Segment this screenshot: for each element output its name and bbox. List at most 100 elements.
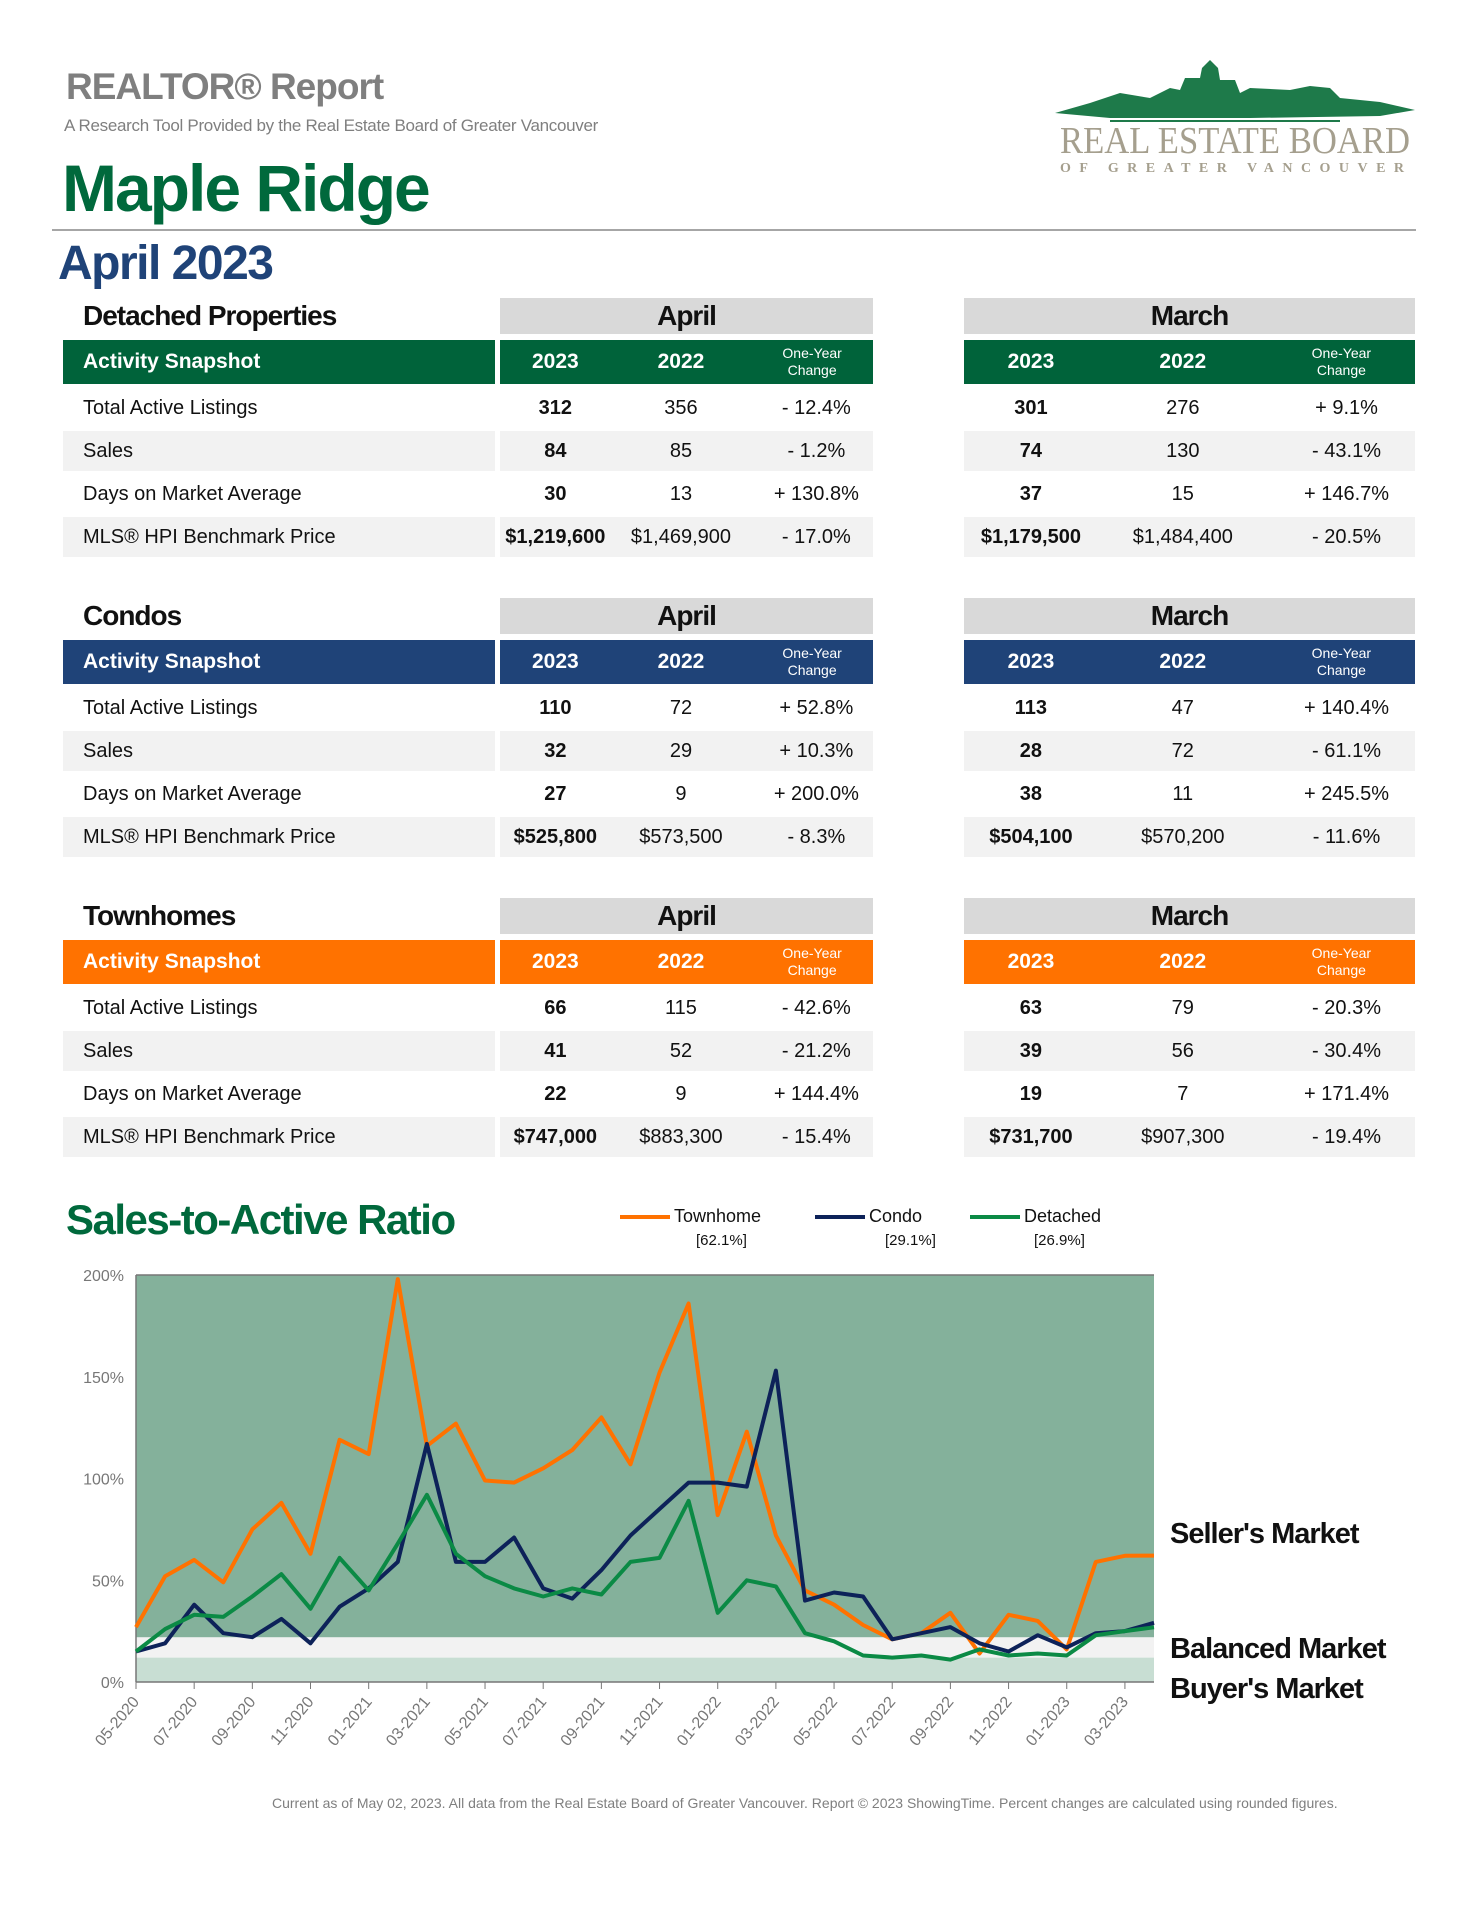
x-tick-label: 01-2022 bbox=[674, 1694, 725, 1750]
table-row-values: $731,700 $907,300 - 19.4% bbox=[964, 1117, 1415, 1157]
value-2022: 9 bbox=[675, 1083, 687, 1105]
footer-note: Current as of May 02, 2023. All data fro… bbox=[272, 1795, 1338, 1811]
y-tick-label: 200% bbox=[83, 1268, 124, 1285]
value-change: - 20.3% bbox=[1312, 997, 1381, 1019]
section-title: Condos bbox=[83, 600, 182, 631]
value-change: + 52.8% bbox=[779, 697, 854, 719]
legend-swatch bbox=[970, 1215, 1020, 1220]
divider bbox=[52, 229, 1416, 231]
x-tick-label: 03-2022 bbox=[732, 1694, 783, 1750]
row-label: Days on Market Average bbox=[83, 483, 302, 505]
legend-swatch bbox=[620, 1215, 670, 1220]
row-label: Total Active Listings bbox=[83, 697, 258, 719]
group-header-april: April bbox=[500, 898, 873, 934]
balanced-market-label: Balanced Market bbox=[1170, 1633, 1386, 1665]
value-2023: $1,219,600 bbox=[505, 526, 606, 548]
x-tick-label: 09-2022 bbox=[907, 1694, 958, 1750]
year-header-row: 2023 2022 One-Year Change bbox=[964, 340, 1415, 384]
value-change: + 245.5% bbox=[1303, 783, 1390, 805]
band-balanced-market bbox=[136, 1637, 1154, 1658]
value-change: + 146.7% bbox=[1303, 483, 1390, 505]
year-header-row: 2023 2022 One-Year Change bbox=[964, 640, 1415, 684]
legend-swatch bbox=[815, 1215, 865, 1220]
section-title: Detached Properties bbox=[83, 300, 337, 331]
section-condos: Condos April March Activity Snapshot 202… bbox=[63, 598, 1415, 898]
value-2022: 79 bbox=[1171, 997, 1194, 1019]
series-line-condo bbox=[135, 1368, 1155, 1654]
value-change: - 61.1% bbox=[1312, 740, 1381, 762]
table-row-values: 301 276 + 9.1% bbox=[964, 388, 1415, 428]
value-2023: 30 bbox=[544, 483, 567, 505]
value-2022: 47 bbox=[1171, 697, 1194, 719]
value-2023: 32 bbox=[544, 740, 567, 762]
col-change: One-Year Change bbox=[1268, 340, 1415, 384]
value-2023: $525,800 bbox=[513, 826, 598, 848]
section-title: Townhomes bbox=[83, 900, 236, 931]
report-subtitle: A Research Tool Provided by the Real Est… bbox=[64, 116, 599, 135]
col-2023: 2023 bbox=[531, 350, 579, 373]
value-2022: 85 bbox=[669, 440, 693, 462]
legend-latest-value: [26.9%] bbox=[1034, 1232, 1085, 1249]
col-2022: 2022 bbox=[657, 950, 705, 973]
value-2022: 11 bbox=[1172, 783, 1194, 805]
value-2023: $747,000 bbox=[513, 1126, 598, 1148]
value-2023: 113 bbox=[1014, 697, 1048, 719]
col-2023: 2023 bbox=[1007, 650, 1055, 673]
value-change: - 43.1% bbox=[1312, 440, 1381, 462]
x-tick-label: 05-2020 bbox=[92, 1694, 143, 1750]
snapshot-label: Activity Snapshot bbox=[83, 650, 261, 673]
snapshot-header: Activity Snapshot bbox=[63, 640, 495, 684]
table-row-label: Total Active Listings bbox=[63, 688, 495, 728]
series-line-townhome bbox=[134, 1277, 1155, 1656]
x-tick-label: 07-2021 bbox=[499, 1694, 550, 1750]
series-line-detached bbox=[134, 1492, 1155, 1662]
period-title: April 2023 bbox=[58, 237, 274, 290]
group-header-april: April bbox=[500, 598, 873, 634]
x-tick-label: 03-2021 bbox=[383, 1694, 434, 1750]
change-label-2: Change bbox=[787, 962, 837, 978]
change-label-1: One-Year bbox=[1311, 945, 1372, 961]
x-tick-label: 07-2022 bbox=[849, 1694, 900, 1750]
row-label: MLS® HPI Benchmark Price bbox=[83, 1126, 336, 1148]
group-header-march: March bbox=[964, 298, 1415, 334]
value-change: - 11.6% bbox=[1312, 826, 1381, 848]
table-row-values: $525,800 $573,500 - 8.3% bbox=[500, 817, 873, 857]
table-row-values: 74 130 - 43.1% bbox=[964, 431, 1415, 471]
value-2023: 39 bbox=[1019, 1040, 1043, 1062]
table-row-values: 28 72 - 61.1% bbox=[964, 731, 1415, 771]
value-change: - 1.2% bbox=[787, 440, 846, 462]
legend-label: Townhome bbox=[674, 1206, 762, 1226]
value-2022: $883,300 bbox=[639, 1126, 723, 1148]
table-row-values: $1,179,500 $1,484,400 - 20.5% bbox=[964, 517, 1415, 557]
col-2022: 2022 bbox=[1159, 650, 1207, 673]
table-row-values: 41 52 - 21.2% bbox=[500, 1031, 873, 1071]
change-label-1: One-Year bbox=[782, 345, 842, 361]
x-tick-label: 11-2020 bbox=[268, 1694, 318, 1749]
change-label-2: Change bbox=[787, 662, 837, 678]
buyers-market-label: Buyer's Market bbox=[1170, 1673, 1364, 1705]
table-row-values: 110 72 + 52.8% bbox=[500, 688, 873, 728]
year-header-row: 2023 2022 One-Year Change bbox=[964, 940, 1415, 984]
table-row-values: 66 115 - 42.6% bbox=[500, 988, 873, 1028]
table-row-values: 30 13 + 130.8% bbox=[500, 474, 873, 514]
value-2022: 72 bbox=[1171, 740, 1194, 762]
row-label: MLS® HPI Benchmark Price bbox=[83, 826, 336, 848]
value-2023: 74 bbox=[1019, 440, 1043, 462]
row-label: MLS® HPI Benchmark Price bbox=[83, 526, 336, 548]
change-label-2: Change bbox=[1316, 362, 1366, 378]
sellers-market-label: Seller's Market bbox=[1170, 1518, 1360, 1550]
row-label: Days on Market Average bbox=[83, 783, 302, 805]
value-2023: 84 bbox=[544, 440, 567, 462]
change-label-1: One-Year bbox=[782, 945, 842, 961]
col-2022: 2022 bbox=[1159, 350, 1207, 373]
legend-item-condo: Condo [29.1%] bbox=[815, 1206, 936, 1249]
table-row-label: Total Active Listings bbox=[63, 988, 495, 1028]
value-change: - 8.3% bbox=[787, 826, 846, 848]
legend-item-townhome: Townhome [62.1%] bbox=[620, 1206, 762, 1249]
board-logo: REAL ESTATE BOARD OF GREATER VANCOUVER bbox=[1055, 60, 1415, 176]
col-change: One-Year Change bbox=[751, 340, 873, 384]
value-change: - 20.5% bbox=[1312, 526, 1381, 548]
col-2023: 2023 bbox=[531, 650, 579, 673]
value-change: + 9.1% bbox=[1315, 397, 1378, 419]
value-2023: 19 bbox=[1019, 1083, 1043, 1105]
